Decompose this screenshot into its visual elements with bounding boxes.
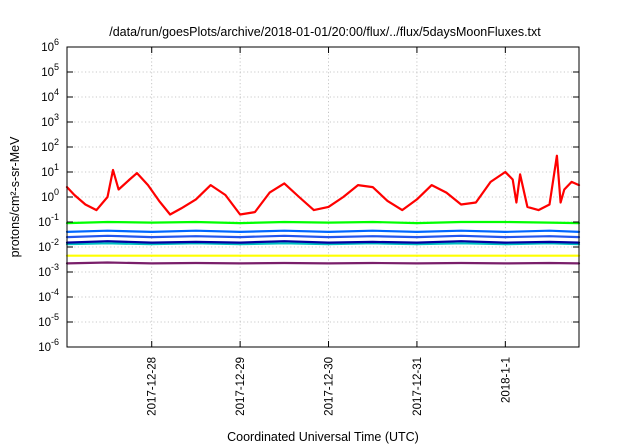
series-layer (65, 154, 581, 265)
series-line-1 (65, 154, 581, 216)
y-tick-label: 10-1 (38, 212, 59, 229)
x-tick-label: 2017-12-28 (147, 357, 159, 416)
series-line-4 (65, 234, 581, 239)
series-line-8 (65, 261, 581, 265)
x-axis: 2017-12-28 2017-12-29 2017-12-30 2017-12-31… (147, 47, 512, 416)
x-axis-label: Coordinated Universal Time (UTC) (227, 430, 419, 444)
series-line-2 (65, 220, 581, 225)
y-tick-label: 10-4 (38, 287, 59, 304)
series-line-6 (65, 240, 581, 244)
y-tick-label: 10-2 (38, 237, 59, 254)
y-axis-label: protons/cm²-s-sr-MeV (8, 136, 22, 258)
x-tick-label: 2017-12-31 (412, 357, 424, 416)
y-tick-label: 10-3 (38, 262, 59, 279)
series-line-5 (65, 242, 581, 246)
y-tick-label: 10-6 (38, 337, 59, 354)
y-tick-label: 10-5 (38, 312, 59, 329)
grid (67, 47, 579, 347)
x-tick-label: 2017-12-30 (324, 357, 336, 416)
y-axis: 10-6 10-5 10-4 10-3 10-2 10-1 100 101 102 103 104 1… (38, 37, 579, 354)
y-tick-label: 102 (41, 137, 59, 154)
y-tick-label: 105 (41, 62, 59, 79)
y-tick-label: 101 (41, 162, 59, 179)
y-tick-label: 106 (41, 37, 59, 54)
x-tick-label: 2018-1-1 (500, 357, 512, 403)
y-tick-label: 104 (41, 87, 59, 104)
series-line-3 (65, 229, 581, 233)
y-tick-label: 103 (41, 112, 59, 129)
chart-title: /data/run/goesPlots/archive/2018-01-01/2… (109, 25, 541, 39)
x-tick-label: 2017-12-29 (235, 357, 247, 416)
y-tick-label: 100 (41, 187, 59, 204)
